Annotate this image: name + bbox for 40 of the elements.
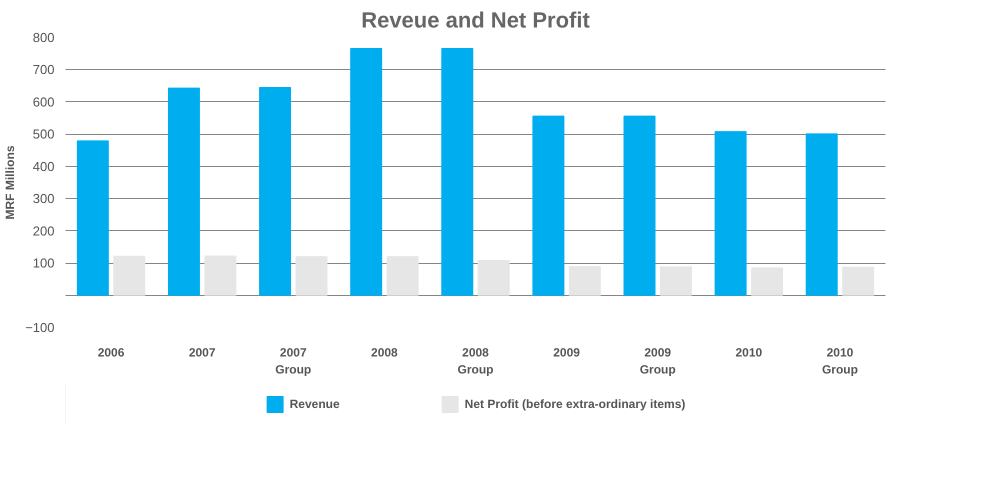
bar — [204, 255, 236, 296]
legend-label: Revenue — [290, 397, 340, 411]
bar — [441, 48, 474, 296]
bar — [386, 256, 419, 296]
y-tick-label: 500 — [32, 126, 55, 142]
bar — [751, 267, 784, 296]
x-tick-label: 2009 Group — [640, 346, 676, 376]
bar — [714, 131, 747, 296]
x-tick-label: 2008 — [371, 346, 398, 360]
y-tick-label: −100 — [25, 320, 55, 335]
y-tick-label: 400 — [32, 158, 55, 174]
bar — [76, 140, 109, 296]
legend-label: Net Profit (before extra-ordinary items) — [464, 397, 686, 411]
y-tick-label: 300 — [32, 191, 55, 206]
x-tick-label: 2008 Group — [458, 346, 494, 376]
chart-title: Reveue and Net Profit — [361, 8, 590, 32]
bar — [842, 266, 874, 296]
bar — [478, 260, 510, 296]
bar — [624, 116, 656, 296]
y-tick-label: 200 — [32, 223, 55, 238]
x-tick-label: 2010 Group — [822, 346, 858, 376]
bar — [296, 256, 328, 296]
y-tick-label: 800 — [32, 30, 55, 45]
y-tick-label: 600 — [32, 94, 55, 110]
x-tick-label: 2007 — [188, 346, 216, 360]
y-tick-label: 700 — [32, 62, 55, 78]
x-tick-label: 2007 Group — [275, 346, 312, 376]
x-tick-label: 2010 — [735, 346, 763, 360]
x-tick-label: 2006 — [98, 346, 125, 360]
bar — [113, 256, 146, 296]
bar — [660, 266, 692, 296]
y-axis-title: MRF Millions — [3, 145, 18, 220]
bar — [259, 86, 292, 296]
bar — [532, 116, 564, 296]
bar — [568, 266, 601, 296]
x-tick-label: 2009 — [553, 346, 580, 360]
bar — [806, 133, 838, 296]
bar — [168, 88, 200, 296]
y-tick-label: 100 — [32, 256, 55, 271]
bar — [350, 48, 382, 296]
